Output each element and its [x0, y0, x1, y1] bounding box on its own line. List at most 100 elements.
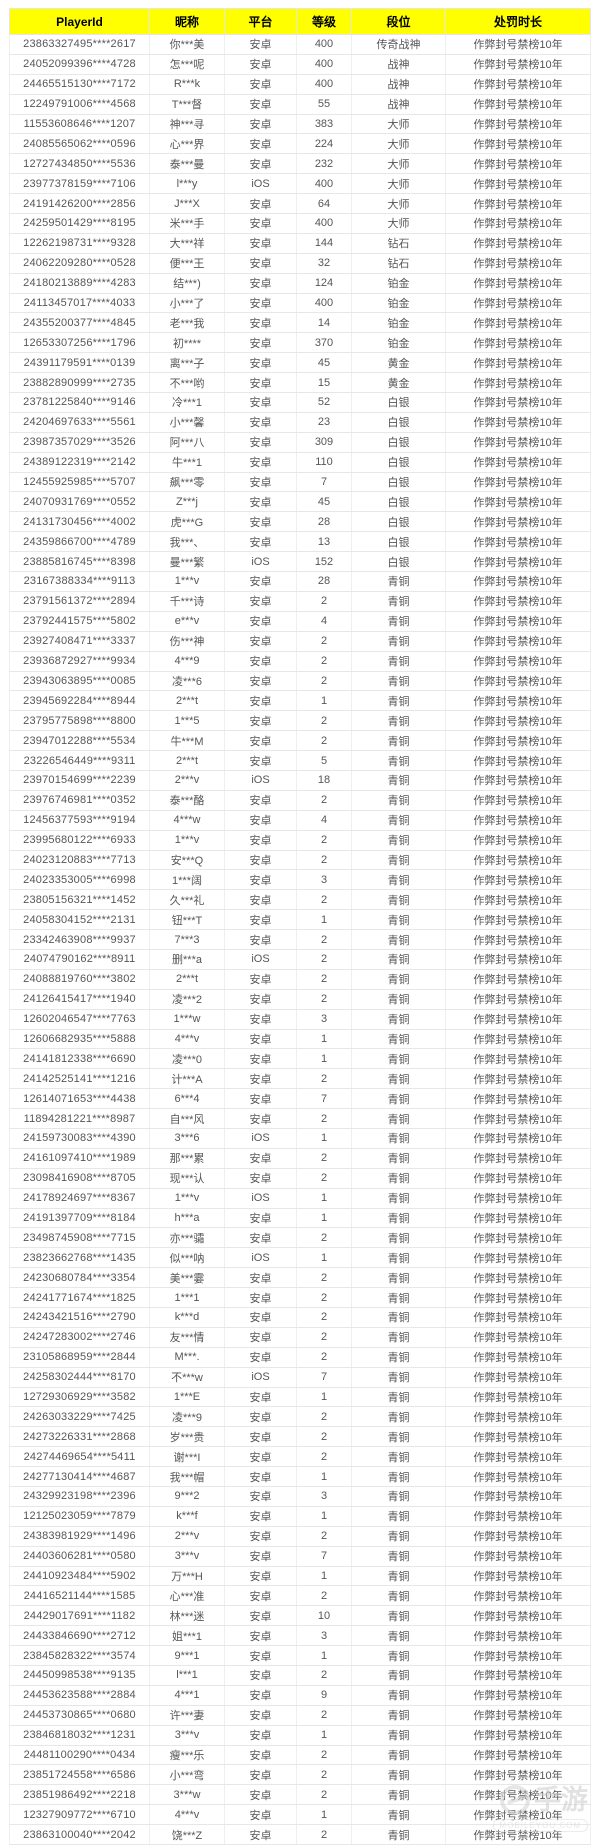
cell-platform: 安卓 — [224, 869, 297, 891]
ban-list-table: PlayerId 昵称 平台 等级 段位 处罚时长 23863327495****2617… — [9, 8, 591, 1845]
cell-level: 2 — [296, 829, 352, 851]
cell-nickname: 谢***I — [149, 1446, 225, 1468]
cell-level: 2 — [296, 1287, 352, 1308]
cell-rank: 青铜 — [351, 590, 446, 612]
table-row: 24465515130****7172 R***k 安卓 400 战神 作弊封号禁榜10年 — [9, 73, 591, 95]
cell-playerId: 24383981929****1496 — [9, 1525, 150, 1547]
cell-rank: 青铜 — [351, 1486, 446, 1507]
cell-level: 45 — [296, 352, 352, 374]
cell-rank: 青铜 — [351, 571, 446, 592]
cell-level: 2 — [296, 1227, 352, 1249]
cell-platform: 安卓 — [224, 312, 297, 334]
cell-platform: 安卓 — [224, 1545, 297, 1567]
cell-punishment: 作弊封号禁榜10年 — [445, 1147, 591, 1169]
cell-platform: 安卓 — [224, 809, 297, 831]
cell-nickname: 泰***酪 — [149, 789, 225, 811]
cell-level: 1 — [296, 1028, 352, 1050]
cell-rank: 铂金 — [351, 272, 446, 294]
table-row: 12653307256****1796 初**** 安卓 370 铂金 作弊封号禁榜10年 — [9, 332, 591, 354]
table-row: 23167388334****9113 1***v 安卓 28 青铜 作弊封号禁榜10年 — [9, 571, 591, 592]
cell-playerId: 23226546449****9311 — [9, 750, 150, 771]
cell-level: 2 — [296, 1147, 352, 1169]
cell-platform: 安卓 — [224, 1426, 297, 1448]
cell-nickname: 我***帽 — [149, 1466, 225, 1488]
cell-rank: 青铜 — [351, 769, 446, 791]
cell-rank: 铂金 — [351, 292, 446, 314]
cell-platform: iOS — [224, 948, 297, 970]
cell-punishment: 作弊封号禁榜10年 — [445, 1724, 591, 1746]
table-row: 24126415417****1940 凌***2 安卓 2 青铜 作弊封号禁榜10年 — [9, 988, 591, 1010]
cell-punishment: 作弊封号禁榜10年 — [445, 1227, 591, 1249]
cell-punishment: 作弊封号禁榜10年 — [445, 750, 591, 771]
cell-playerId: 12653307256****1796 — [9, 332, 150, 354]
cell-nickname: 1***w — [149, 1008, 225, 1030]
cell-platform: 安卓 — [224, 710, 297, 732]
table-row: 24355200377****4845 老***我 安卓 14 铂金 作弊封号禁榜10年 — [9, 312, 591, 334]
cell-rank: 黄金 — [351, 372, 446, 394]
cell-punishment: 作弊封号禁榜10年 — [445, 1645, 591, 1667]
table-row: 12729306929****3582 1***E 安卓 1 青铜 作弊封号禁榜10年 — [9, 1386, 591, 1408]
cell-level: 400 — [296, 73, 352, 95]
cell-playerId: 12602046547****7763 — [9, 1008, 150, 1030]
cell-nickname: 1***阔 — [149, 869, 225, 891]
cell-punishment: 作弊封号禁榜10年 — [445, 1545, 591, 1567]
cell-playerId: 23851986492****2218 — [9, 1784, 150, 1806]
cell-punishment: 作弊封号禁榜10年 — [445, 650, 591, 672]
cell-rank: 青铜 — [351, 1625, 446, 1647]
cell-rank: 青铜 — [351, 1545, 446, 1567]
cell-punishment: 作弊封号禁榜10年 — [445, 929, 591, 950]
cell-rank: 青铜 — [351, 1764, 446, 1786]
cell-rank: 大师 — [351, 133, 446, 155]
cell-level: 2 — [296, 1068, 352, 1090]
cell-platform: 安卓 — [224, 133, 297, 155]
cell-rank: 青铜 — [351, 1326, 446, 1348]
cell-platform: 安卓 — [224, 1227, 297, 1249]
cell-level: 1 — [296, 1247, 352, 1269]
table-row: 23970154699****2239 2***v iOS 18 青铜 作弊封号禁榜10年 — [9, 769, 591, 791]
cell-playerId: 24126415417****1940 — [9, 988, 150, 1010]
cell-level: 1 — [296, 1127, 352, 1149]
cell-nickname: 自***风 — [149, 1108, 225, 1129]
cell-playerId: 24274469654****5411 — [9, 1446, 150, 1468]
cell-level: 3 — [296, 1486, 352, 1507]
table-row: 24410923484****5902 万***H 安卓 1 青铜 作弊封号禁榜10年 — [9, 1565, 591, 1587]
table-row: 24062209280****0528 便***王 安卓 32 钻石 作弊封号禁榜10年 — [9, 252, 591, 274]
cell-playerId: 23846818032****1231 — [9, 1724, 150, 1746]
cell-playerId: 12262198731****9328 — [9, 232, 150, 254]
table-row: 12602046547****7763 1***w 安卓 3 青铜 作弊封号禁榜10年 — [9, 1008, 591, 1030]
cell-nickname: 牛***M — [149, 730, 225, 752]
cell-rank: 青铜 — [351, 1187, 446, 1209]
cell-level: 3 — [296, 1625, 352, 1647]
cell-platform: 安卓 — [224, 1346, 297, 1368]
cell-playerId: 23987357029****3526 — [9, 431, 150, 453]
cell-rank: 青铜 — [351, 1307, 446, 1328]
cell-platform: 安卓 — [224, 1665, 297, 1686]
cell-punishment: 作弊封号禁榜10年 — [445, 1665, 591, 1686]
table-row: 23936872927****9934 4***9 安卓 2 青铜 作弊封号禁榜10年 — [9, 650, 591, 672]
table-row: 12456377593****9194 4***w 安卓 4 青铜 作弊封号禁榜10年 — [9, 809, 591, 831]
cell-rank: 青铜 — [351, 929, 446, 950]
cell-playerId: 24178924697****8367 — [9, 1187, 150, 1209]
column-header-rank: 段位 — [351, 8, 446, 35]
cell-platform: 安卓 — [224, 252, 297, 274]
cell-level: 10 — [296, 1605, 352, 1627]
cell-platform: 安卓 — [224, 750, 297, 771]
cell-platform: 安卓 — [224, 690, 297, 712]
cell-platform: iOS — [224, 1127, 297, 1149]
table-row: 24023353005****6998 1***阔 安卓 3 青铜 作弊封号禁榜10年 — [9, 869, 591, 891]
cell-rank: 青铜 — [351, 968, 446, 990]
cell-playerId: 24070931769****0552 — [9, 491, 150, 513]
cell-rank: 青铜 — [351, 1267, 446, 1289]
cell-platform: 安卓 — [224, 392, 297, 413]
cell-nickname: 友***情 — [149, 1326, 225, 1348]
cell-level: 9 — [296, 1684, 352, 1706]
cell-rank: 青铜 — [351, 948, 446, 970]
table-row: 23805156321****1452 久***礼 安卓 2 青铜 作弊封号禁榜10年 — [9, 889, 591, 911]
table-row: 24204697633****5561 小***馨 安卓 23 白银 作弊封号禁榜10年 — [9, 411, 591, 433]
cell-playerId: 12125023059****7879 — [9, 1505, 150, 1527]
table-row: 12614071653****4438 6***4 安卓 7 青铜 作弊封号禁榜10年 — [9, 1088, 591, 1110]
cell-level: 18 — [296, 769, 352, 791]
table-row: 24243421516****2790 k***d 安卓 2 青铜 作弊封号禁榜10年 — [9, 1307, 591, 1328]
cell-level: 2 — [296, 968, 352, 990]
